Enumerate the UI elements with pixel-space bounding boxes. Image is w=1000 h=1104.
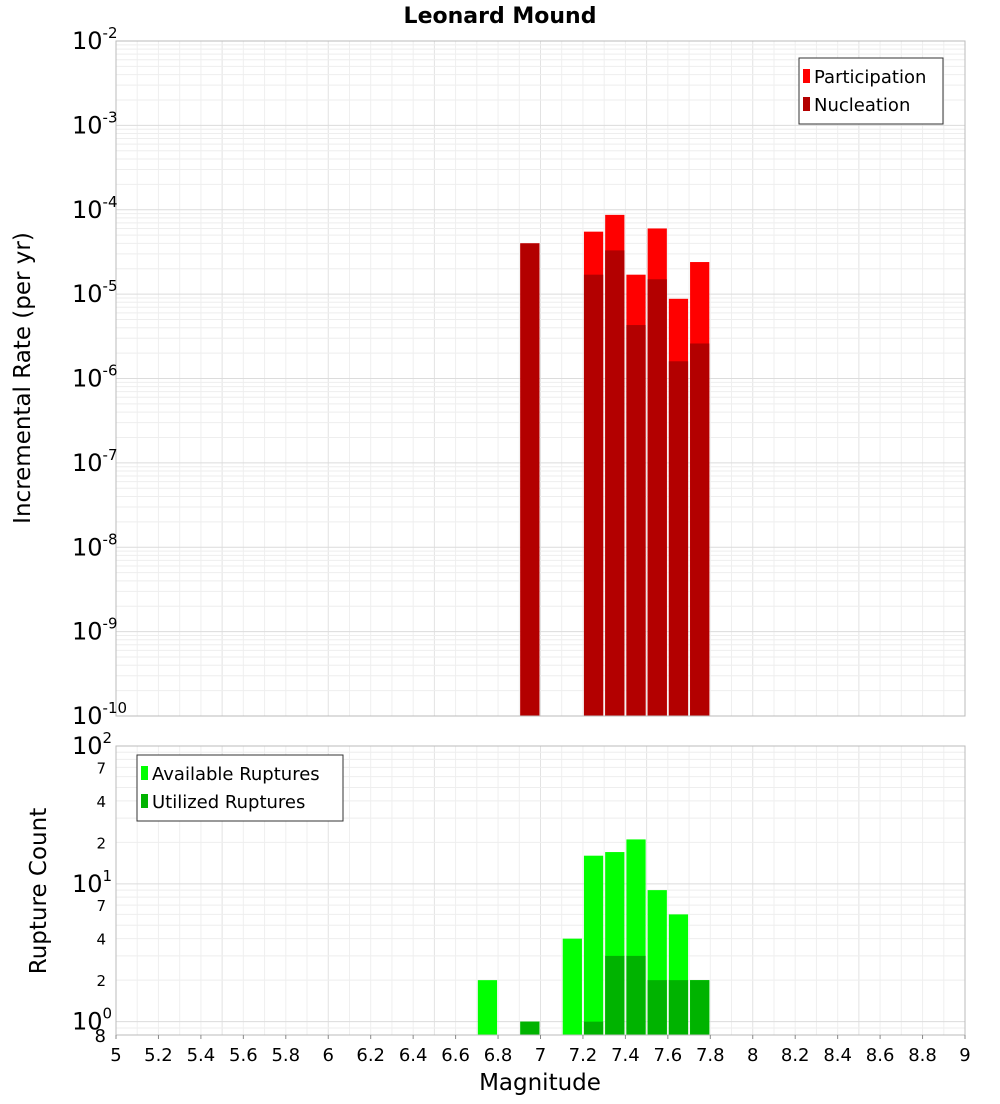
x-tick-label: 8.4 (823, 1045, 852, 1066)
bar-available-ruptures (583, 855, 604, 1035)
x-tick-label: 8.8 (908, 1045, 937, 1066)
bar-nucleation (520, 243, 540, 717)
x-tick-label: 5.8 (271, 1045, 300, 1066)
x-tick-label: 7.8 (696, 1045, 725, 1066)
x-tick-label: 8.6 (866, 1045, 895, 1066)
chart-title: Leonard Mound (404, 4, 597, 29)
bar-utilized-ruptures (626, 955, 646, 1035)
x-tick-label: 5.6 (229, 1045, 258, 1066)
legend-label-available-ruptures: Available Ruptures (152, 764, 320, 785)
x-tick-label: 7.2 (569, 1045, 598, 1066)
x-tick-label: 6.8 (484, 1045, 513, 1066)
bar-available-ruptures (562, 938, 582, 1035)
legend-swatch-nucleation (803, 97, 810, 111)
bottom-y-minor-tick-label: 2 (96, 972, 106, 990)
x-tick-label: 7 (535, 1045, 546, 1066)
x-tick-label: 6.2 (356, 1045, 385, 1066)
x-tick-label: 6.4 (399, 1045, 428, 1066)
top-y-axis-title: Incremental Rate (per yr) (10, 232, 36, 524)
bottom-y-minor-tick-label: 4 (96, 931, 106, 949)
legend-swatch-utilized-ruptures (141, 794, 148, 808)
bar-utilized-ruptures (690, 980, 710, 1035)
bar-utilized-ruptures (647, 980, 667, 1035)
x-tick-label: 9 (959, 1045, 970, 1066)
legend-label-nucleation: Nucleation (814, 95, 910, 116)
bar-nucleation (690, 343, 710, 716)
x-tick-label: 8.2 (781, 1045, 810, 1066)
bottom-y-minor-tick-label: 2 (96, 834, 106, 852)
legend-swatch-available-ruptures (141, 766, 148, 780)
bar-nucleation (647, 279, 667, 716)
x-tick-label: 7.4 (611, 1045, 640, 1066)
bottom-y-minor-tick-label: 4 (96, 793, 106, 811)
legend-swatch-participation (803, 69, 810, 83)
x-tick-label: 7.6 (654, 1045, 683, 1066)
bottom-y-minor-tick-label: 8 (95, 1026, 106, 1047)
legend-label-utilized-ruptures: Utilized Ruptures (152, 792, 305, 813)
bottom-y-minor-tick-label: 7 (96, 759, 106, 777)
bar-nucleation (605, 250, 625, 717)
bar-utilized-ruptures (605, 955, 625, 1035)
bar-nucleation (626, 325, 646, 716)
x-tick-label: 6 (323, 1045, 334, 1066)
bar-nucleation (668, 361, 689, 716)
legend-label-participation: Participation (814, 67, 926, 88)
x-tick-label: 6.6 (441, 1045, 470, 1066)
x-tick-label: 8 (747, 1045, 758, 1066)
legend-box (798, 57, 944, 125)
x-tick-label: 5 (110, 1045, 121, 1066)
legend-box (136, 754, 344, 822)
bar-nucleation (583, 274, 604, 716)
plot-frame (115, 40, 966, 717)
x-tick-label: 5.2 (144, 1045, 173, 1066)
top-y-tick-label: 10-7 (72, 446, 118, 477)
x-tick-label: 5.4 (187, 1045, 216, 1066)
bar-utilized-ruptures (583, 1021, 604, 1035)
bar-utilized-ruptures (520, 1021, 540, 1035)
bar-available-ruptures (477, 980, 498, 1035)
top-plot-area: ParticipationNucleation10-210-310-410-51… (72, 24, 966, 730)
bottom-y-minor-tick-label: 7 (96, 897, 106, 915)
x-axis-title: Magnitude (479, 1070, 601, 1096)
bottom-y-axis-title: Rupture Count (26, 808, 52, 974)
bar-utilized-ruptures (668, 980, 689, 1035)
